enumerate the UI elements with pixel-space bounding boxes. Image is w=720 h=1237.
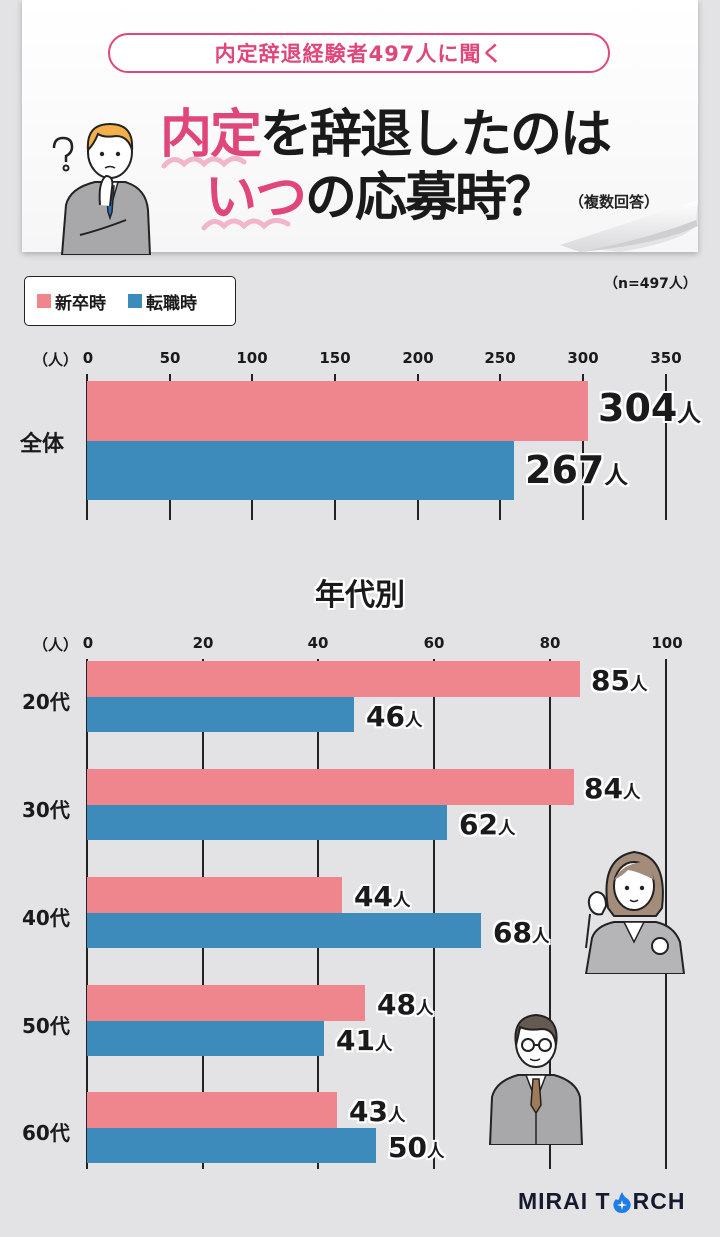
logo-text-part1: MIRAI T [518, 1188, 611, 1214]
bar-new-grad [87, 661, 580, 697]
axis-tick: 100 [651, 634, 683, 652]
legend-swatch-pink [37, 294, 51, 308]
title-line1-rest: を辞退したのは [260, 105, 612, 165]
category-label: 20代 [22, 690, 70, 714]
chart-legend: 新卒時 転職時 [24, 276, 236, 326]
bar-career-change [87, 805, 447, 840]
category-label: 60代 [22, 1121, 70, 1145]
value-label-new-grad: 43人 [349, 1095, 406, 1128]
bar-new-grad [87, 1092, 337, 1128]
value-label-new-grad: 44人 [354, 880, 411, 913]
gridline [665, 374, 667, 520]
legend-label: 新卒時 [55, 293, 106, 314]
bar-career-change [87, 1021, 324, 1056]
gridline [665, 659, 667, 1169]
axis-unit-label: （人） [33, 636, 79, 654]
businesswoman-illustration [584, 850, 686, 974]
axis-tick: 350 [650, 349, 682, 367]
title-line2-rest: の応募時？ [305, 168, 557, 228]
category-label: 30代 [22, 798, 70, 822]
axis-tick: 40 [307, 634, 329, 652]
legend-label: 転職時 [146, 293, 197, 314]
value-label-career-change: 68人 [493, 916, 550, 949]
title-highlight-naitei: 内定 [160, 105, 262, 165]
torch-flame-icon [612, 1191, 631, 1213]
thinking-man-illustration [52, 122, 152, 255]
category-label: 50代 [22, 1014, 70, 1038]
mirai-torch-logo: MIRAI T RCH [518, 1188, 685, 1215]
value-label-new-grad: 84人 [584, 772, 641, 805]
axis-tick: 150 [319, 349, 351, 367]
value-label-new-grad: 48人 [377, 988, 434, 1021]
bar-new-grad [87, 877, 342, 913]
axis-tick: 300 [567, 349, 599, 367]
axis-tick: 60 [423, 634, 445, 652]
bar-new-grad-overall [87, 381, 588, 441]
axis-tick: 0 [82, 349, 94, 367]
legend-item-new-grad: 新卒時 [37, 289, 106, 314]
bar-new-grad [87, 769, 574, 805]
sample-size-note: （n=497人） [604, 276, 697, 292]
gridline [549, 659, 551, 1169]
pink-squiggle-underline-2 [201, 218, 291, 231]
axis-tick: 80 [539, 634, 561, 652]
legend-item-career-change: 転職時 [128, 289, 197, 314]
value-label-career-change: 62人 [459, 808, 516, 841]
value-label-career-change: 50人 [388, 1131, 445, 1164]
bar-career-change [87, 697, 354, 732]
section-title-by-age: 年代別 [315, 578, 405, 613]
multiple-answer-note: （複数回答） [569, 192, 660, 211]
businessman-glasses-illustration [488, 1013, 584, 1145]
logo-text-part2: RCH [632, 1188, 686, 1214]
survey-label-pill: 内定辞退経験者497人に聞く [108, 33, 610, 73]
value-label-career-change: 46人 [366, 700, 423, 733]
title-highlight-itsu: いつ [205, 168, 307, 228]
main-title-line1: 内定を辞退したのは [160, 92, 612, 167]
pink-squiggle-underline [161, 156, 247, 169]
bar-career-change [87, 913, 481, 948]
bar-new-grad [87, 985, 365, 1021]
gridline [582, 374, 584, 520]
axis-tick: 100 [236, 349, 268, 367]
main-title-line2: いつの応募時？ （複数回答） [205, 155, 659, 230]
survey-label-text: 内定辞退経験者497人に聞く [214, 42, 504, 66]
legend-swatch-blue [128, 294, 142, 308]
bar-career-change-overall [87, 441, 514, 500]
category-label: 全体 [20, 432, 65, 457]
axis-tick: 250 [484, 349, 516, 367]
value-label-new-grad-overall: 304人 [598, 386, 701, 430]
category-label: 40代 [22, 906, 70, 930]
value-label-career-change-overall: 267人 [525, 448, 628, 492]
bar-career-change [87, 1128, 376, 1163]
axis-tick: 50 [159, 349, 181, 367]
axis-tick: 20 [192, 634, 214, 652]
axis-unit-label: （人） [33, 351, 79, 369]
axis-tick: 200 [402, 349, 434, 367]
page-curl-decoration [560, 200, 698, 252]
value-label-career-change: 41人 [336, 1024, 393, 1057]
axis-tick: 0 [82, 634, 94, 652]
value-label-new-grad: 85人 [591, 664, 648, 697]
